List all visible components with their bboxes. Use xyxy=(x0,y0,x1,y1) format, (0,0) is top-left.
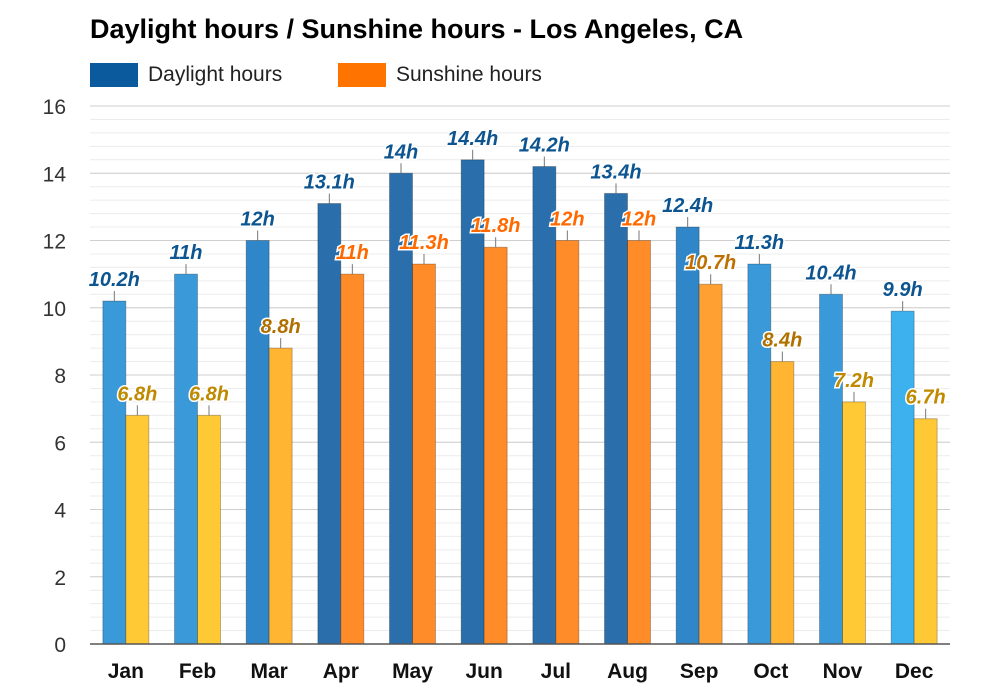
sunshine-value-label: 11.8h xyxy=(471,215,521,237)
sunshine-bar xyxy=(197,414,221,645)
sunshine-bar xyxy=(913,418,938,645)
bars-layer xyxy=(102,149,938,645)
x-tick-label: Jan xyxy=(108,660,144,683)
daylight-bar xyxy=(102,300,127,645)
y-tick-label: 4 xyxy=(54,500,66,523)
sunshine-value-label: 6.8h xyxy=(189,383,229,405)
sunshine-bar xyxy=(483,246,508,645)
sunshine-bar xyxy=(555,240,580,645)
daylight-bar xyxy=(675,226,700,645)
x-tick-label: Oct xyxy=(753,660,788,683)
x-tick-label: Nov xyxy=(823,660,863,683)
y-tick-label: 0 xyxy=(54,634,66,657)
sunshine-bar xyxy=(268,347,293,645)
sunshine-bar xyxy=(842,401,866,645)
x-tick-label: Jun xyxy=(465,660,502,683)
axis-layer: 0 2 4 6 8 10 12 14 16 Jan Feb Mar Apr May Jun Jul Aug Sep… xyxy=(43,96,950,683)
sunshine-bar xyxy=(412,263,436,645)
x-tick-label: Aug xyxy=(607,660,648,683)
daylight-value-label: 10.4h xyxy=(805,262,856,284)
daylight-bar xyxy=(245,240,270,645)
daylight-value-label: 12h xyxy=(240,209,274,231)
daylight-value-label: 13.1h xyxy=(304,172,355,194)
chart-title: Daylight hours / Sunshine hours - Los An… xyxy=(90,14,744,44)
daylight-value-label: 11.3h xyxy=(734,232,784,254)
daylight-bar xyxy=(747,263,772,645)
sunshine-value-label: 11.3h xyxy=(399,232,449,254)
sunshine-bar xyxy=(627,240,651,645)
x-tick-label: Mar xyxy=(250,660,287,683)
sunshine-bar xyxy=(340,273,365,645)
sunshine-value-label: 6.8h xyxy=(117,383,157,405)
daylight-value-label: 14h xyxy=(384,141,418,163)
legend-swatch-daylight xyxy=(90,63,138,87)
daylight-value-label: 13.4h xyxy=(590,161,641,183)
sunshine-value-label: 8.4h xyxy=(762,330,802,352)
x-tick-label: May xyxy=(392,660,433,683)
legend-item-sunshine: Sunshine hours xyxy=(338,62,542,88)
x-tick-label: Dec xyxy=(895,660,934,683)
y-tick-label: 2 xyxy=(54,567,66,590)
y-tick-label: 8 xyxy=(54,365,66,388)
x-tick-label: Jul xyxy=(541,660,571,683)
sunshine-value-label: 10.7h xyxy=(685,252,736,274)
y-tick-label: 14 xyxy=(43,163,67,186)
daylight-value-label: 11h xyxy=(170,242,203,264)
labels-layer: 10.2h6.8h11h6.8h12h8.8h13.1h11h14h11.3h1… xyxy=(87,126,947,410)
y-tick-label: 12 xyxy=(43,231,66,254)
daylight-value-label: 10.2h xyxy=(89,269,140,291)
sunshine-value-label: 6.7h xyxy=(906,387,946,409)
sunshine-value-label: 11h xyxy=(336,242,369,264)
daylight-value-label: 14.4h xyxy=(447,128,498,150)
daylight-bar xyxy=(604,192,628,645)
daylight-bar xyxy=(890,310,915,645)
daylight-bar xyxy=(819,293,843,645)
sunshine-value-label: 12h xyxy=(550,209,584,231)
x-tick-label: Sep xyxy=(680,660,719,683)
daylight-bar xyxy=(532,166,557,645)
x-tick-label: Apr xyxy=(323,660,359,683)
daylight-value-label: 9.9h xyxy=(883,279,923,301)
sunshine-bar xyxy=(770,361,795,645)
legend-swatch-sunshine xyxy=(338,63,386,87)
legend-label-sunshine: Sunshine hours xyxy=(396,63,542,86)
sunshine-bar xyxy=(125,414,150,645)
x-tick-label: Feb xyxy=(179,660,216,683)
sunshine-value-label: 7.2h xyxy=(834,370,874,392)
y-tick-label: 6 xyxy=(54,432,66,455)
daylight-value-label: 14.2h xyxy=(519,135,570,157)
daylight-value-label: 12.4h xyxy=(662,195,713,217)
sunshine-value-label: 8.8h xyxy=(261,316,301,338)
sunshine-bar xyxy=(698,283,723,645)
y-tick-label: 16 xyxy=(43,96,66,119)
daylight-bar xyxy=(317,203,342,645)
legend-label-daylight: Daylight hours xyxy=(148,63,283,86)
sunshine-value-label: 12h xyxy=(622,209,656,231)
y-tick-label: 10 xyxy=(43,298,66,321)
daylight-bar xyxy=(174,273,198,645)
legend-item-daylight: Daylight hours xyxy=(90,62,282,88)
